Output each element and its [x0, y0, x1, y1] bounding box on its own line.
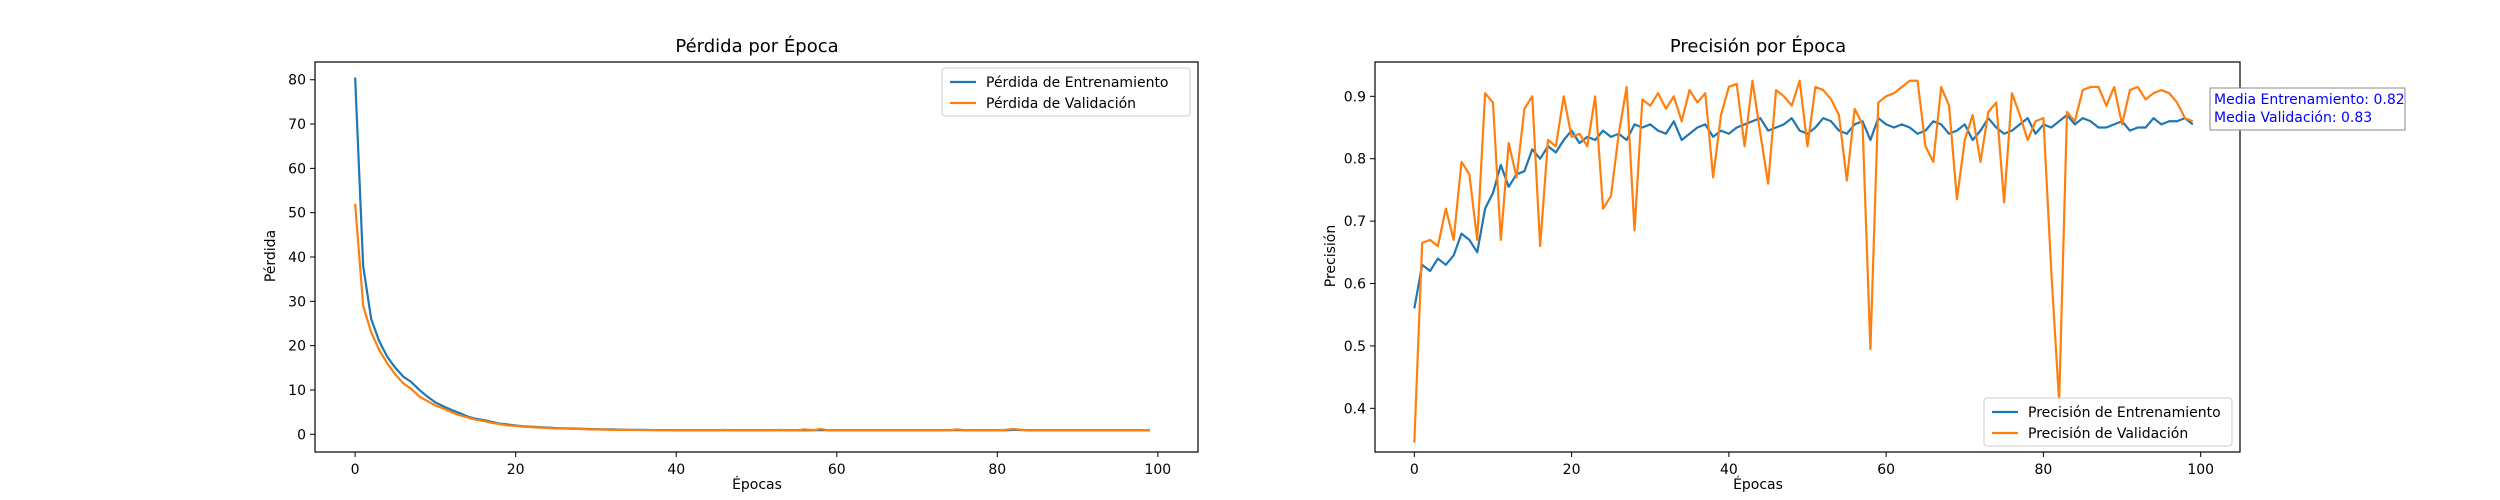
loss-x-tick-label: 40	[667, 462, 685, 478]
loss-y-tick-label: 20	[288, 339, 306, 355]
loss-y-tick-label: 30	[288, 294, 306, 310]
loss-legend-label-1: Pérdida de Validación	[986, 96, 1136, 112]
loss-y-tick-label: 50	[288, 206, 306, 222]
accuracy-legend-box	[1983, 397, 2233, 447]
accuracy-x-axis-label: Épocas	[1733, 476, 1783, 493]
accuracy-series-line-1	[1413, 79, 2194, 443]
accuracy-y-tick-label: 0.6	[1344, 277, 1366, 293]
loss-chart-title: Pérdida por Época	[675, 35, 838, 57]
accuracy-y-tick-label: 0.8	[1344, 152, 1366, 168]
loss-x-axis-label: Épocas	[732, 476, 782, 493]
loss-x-tick-label: 80	[988, 462, 1006, 478]
accuracy-y-tick-label: 0.4	[1344, 401, 1366, 417]
loss-x-tick-label: 100	[1144, 462, 1171, 478]
accuracy-y-tick-label: 0.5	[1344, 339, 1366, 355]
accuracy-legend-label-0: Precisión de Entrenamiento	[2028, 405, 2221, 421]
accuracy-legend-label-1: Precisión de Validación	[2028, 426, 2188, 442]
accuracy-mean-annotation-box	[2209, 87, 2406, 131]
loss-series-line-1	[354, 203, 1150, 432]
accuracy-x-tick-label: 80	[2034, 462, 2052, 478]
accuracy-x-tick-label: 60	[1877, 462, 1895, 478]
loss-legend-label-0: Pérdida de Entrenamiento	[986, 75, 1169, 91]
loss-y-axis-label: Pérdida	[263, 230, 279, 282]
loss-x-tick-label: 60	[828, 462, 846, 478]
accuracy-plot-area: 0 20 40 60 80 100 0.4 0.5 0.6 0.7 0.8 0.9 Precisión …	[1344, 61, 2406, 478]
accuracy-mean-annotation-line-1: Media Validación: 0.83	[2214, 110, 2372, 126]
loss-y-tick-label: 80	[288, 73, 306, 89]
accuracy-x-tick-label: 20	[1563, 462, 1581, 478]
accuracy-chart: Precisión por Época Épocas Precisión 0 20…	[1323, 35, 2406, 493]
accuracy-series-line-0	[1413, 113, 2194, 309]
accuracy-x-tick-label: 100	[2187, 462, 2214, 478]
loss-y-tick-label: 60	[288, 161, 306, 177]
loss-plot-area: 0 20 40 60 80 100 0 10 20 30 40 50 60 70 80 Pérdida de …	[288, 61, 1199, 478]
accuracy-y-tick-label: 0.7	[1344, 214, 1366, 230]
accuracy-x-tick-label: 40	[1720, 462, 1738, 478]
accuracy-y-tick-label: 0.9	[1344, 89, 1366, 105]
loss-y-tick-label: 40	[288, 250, 306, 266]
loss-x-tick-label: 20	[507, 462, 525, 478]
loss-legend-box	[941, 67, 1191, 117]
accuracy-mean-annotation-line-0: Media Entrenamiento: 0.82	[2214, 92, 2405, 108]
loss-y-tick-label: 10	[288, 383, 306, 399]
loss-chart: Pérdida por Época Épocas Pérdida 0 20 40 60…	[263, 35, 1199, 493]
accuracy-chart-title: Precisión por Época	[1670, 35, 1846, 57]
loss-x-tick-label: 0	[351, 462, 360, 478]
accuracy-y-axis-label: Precisión	[1323, 225, 1339, 287]
loss-y-tick-label: 0	[297, 427, 306, 443]
accuracy-x-tick-label: 0	[1410, 462, 1419, 478]
accuracy-axes-frame	[1374, 61, 2241, 453]
loss-y-tick-label: 70	[288, 117, 306, 133]
